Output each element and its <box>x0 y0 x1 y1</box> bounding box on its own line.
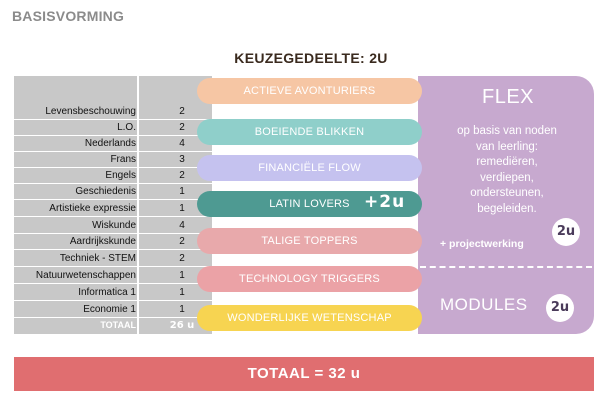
row-separator <box>14 183 212 184</box>
row-separator <box>14 119 212 120</box>
row-separator <box>14 216 212 217</box>
row-separator <box>14 199 212 200</box>
base-total-hours: 26 u <box>169 320 195 331</box>
subject-row: Natuurwetenschappen 1 <box>14 268 212 283</box>
subject-hours: 2 <box>179 106 185 117</box>
row-separator <box>14 233 212 234</box>
option-latin-lovers: LATIN LOVERS <box>197 191 422 217</box>
subject-hours: 2 <box>179 122 185 133</box>
modules-hours-badge: 2u <box>546 294 574 322</box>
flex-line: begeleiden. <box>477 202 537 215</box>
subject-name: Frans <box>110 154 136 165</box>
row-separator <box>14 266 212 267</box>
subject-name: Natuurwetenschappen <box>35 270 136 281</box>
subject-hours: 2 <box>179 253 185 264</box>
subject-name: Informatica 1 <box>78 287 136 298</box>
flex-line: van leerling: <box>475 140 538 153</box>
keuze-title: KEUZEGEDEELTE: 2U <box>234 50 388 66</box>
row-separator <box>14 135 212 136</box>
subject-hours: 1 <box>179 186 185 197</box>
subject-row: Artistieke expressie 1 <box>14 201 212 216</box>
flex-line: ondersteunen, <box>470 187 544 199</box>
option-wonderlijke-wetenschap: WONDERLIJKE WETENSCHAP <box>197 305 422 331</box>
flex-title: FLEX <box>481 86 535 108</box>
subject-row: Informatica 1 1 <box>14 285 212 300</box>
subject-hours: 4 <box>179 220 185 231</box>
subject-hours: 1 <box>179 270 185 281</box>
flex-projectwerking: + projectwerking <box>440 238 524 250</box>
subject-row: L.O. 2 <box>14 120 212 135</box>
flex-description: op basis van noden van leerling: remedië… <box>428 124 586 217</box>
subject-hours: 2 <box>179 236 185 247</box>
dashed-divider <box>420 266 592 268</box>
row-separator <box>14 317 212 318</box>
modules-title: MODULES <box>440 295 528 314</box>
subject-row: Techniek - STEM 2 <box>14 251 212 266</box>
row-separator <box>14 283 212 284</box>
subject-name: Techniek - STEM <box>59 253 136 264</box>
subject-name: Nederlands <box>84 138 136 149</box>
subject-name: Wiskunde <box>92 220 136 231</box>
flex-line: op basis van noden <box>457 125 557 137</box>
flex-line: verdiepen, <box>480 171 534 184</box>
flex-line: remediëren, <box>476 156 538 168</box>
row-separator <box>14 300 212 301</box>
column-divider <box>137 76 139 334</box>
base-total-row: TOTAAL 26 u <box>14 318 212 333</box>
flex-hours-badge: 2u <box>552 218 580 246</box>
subject-hours: 3 <box>179 154 185 165</box>
flex-modules-panel <box>418 76 594 334</box>
row-separator <box>14 151 212 152</box>
subject-name: Levensbeschouwing <box>45 106 136 117</box>
subject-row: Frans 3 <box>14 152 212 167</box>
option-boeiende-blikken: BOEIENDE BLIKKEN <box>197 119 422 145</box>
subject-row: Engels 2 <box>14 168 212 183</box>
option-technology-triggers: TECHNOLOGY TRIGGERS <box>197 266 422 292</box>
option-financiele-flow: FINANCIËLE FLOW <box>197 155 422 181</box>
subject-row: Levensbeschouwing 2 <box>14 104 212 119</box>
page-title: BASISVORMING <box>12 8 125 24</box>
subject-row: Nederlands 4 <box>14 136 212 151</box>
subject-row: Aardrijkskunde 2 <box>14 234 212 249</box>
subject-name: Engels <box>105 170 136 181</box>
subject-name: Artistieke expressie <box>49 203 136 214</box>
subject-row: Geschiedenis 1 <box>14 184 212 199</box>
grand-total-bar: TOTAAL = 32 u <box>14 357 594 391</box>
option-actieve-avonturiers: ACTIEVE AVONTURIERS <box>197 78 422 104</box>
subject-hours: 1 <box>179 287 185 298</box>
subject-hours: 1 <box>179 304 185 315</box>
subject-row: Wiskunde 4 <box>14 218 212 233</box>
subject-name: Geschiedenis <box>75 186 136 197</box>
subject-name: L.O. <box>117 122 136 133</box>
subject-hours: 1 <box>179 203 185 214</box>
latin-extra-hours: +2u <box>364 192 406 212</box>
subject-name: Aardrijkskunde <box>69 236 136 247</box>
subject-row: Economie 1 1 <box>14 302 212 317</box>
base-total-label: TOTAAL <box>100 320 136 330</box>
row-separator <box>14 167 212 168</box>
row-separator <box>14 249 212 250</box>
subject-hours: 4 <box>179 138 185 149</box>
option-talige-toppers: TALIGE TOPPERS <box>197 228 422 254</box>
subject-name: Economie 1 <box>83 304 136 315</box>
subject-hours: 2 <box>179 170 185 181</box>
